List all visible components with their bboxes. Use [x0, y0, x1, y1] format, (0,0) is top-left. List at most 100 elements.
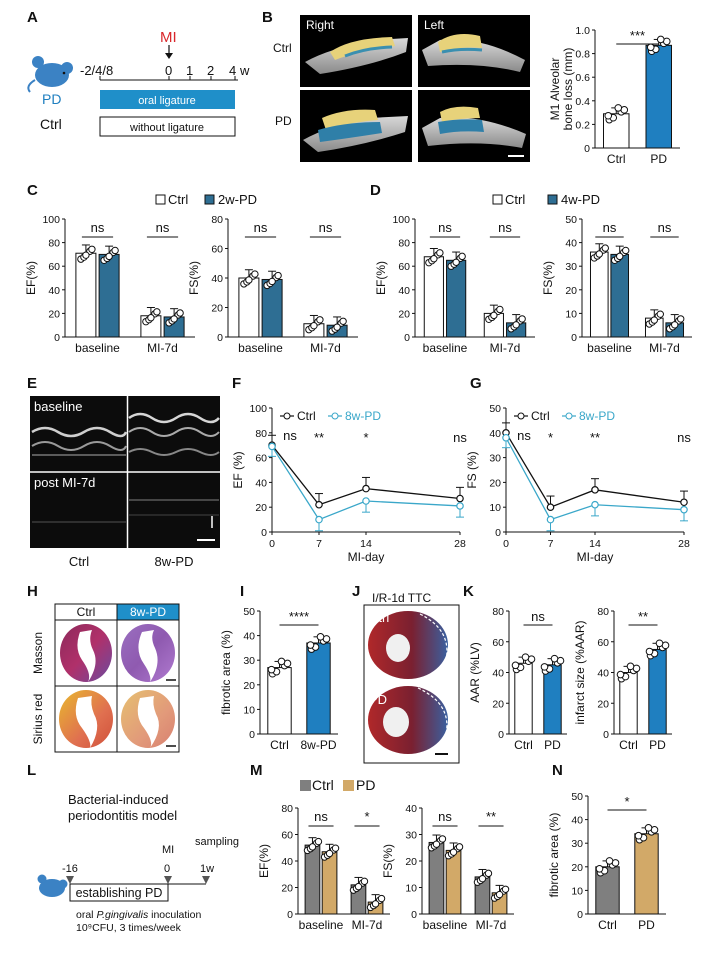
col-right-label: Right [306, 18, 335, 32]
M_EF-data-point [314, 837, 323, 846]
chart-M_EF: 0 20 40 60 80 EF(%) baseline ns MI-7d * [257, 803, 390, 932]
F_line-x-tick-label: 14 [360, 538, 372, 550]
D_FS-y-tick-label: 0 [571, 332, 577, 344]
timeline-tick-label: 1 [186, 63, 193, 78]
F_line-x-tick-label: 0 [269, 538, 275, 550]
K_AAR-y-tick-label: 0 [498, 729, 504, 741]
M_FS-data-point [501, 885, 510, 893]
C_EF-sig-label: ns [91, 220, 105, 235]
K_inf-data-point [616, 670, 625, 679]
D_EF-data-point [518, 315, 526, 323]
M_FS-data-point [484, 869, 493, 878]
G_line-sig-label: ns [517, 428, 531, 443]
legend-c: Ctrl 2w-PD [155, 192, 257, 207]
panel-label-b: B [262, 9, 273, 26]
M_EF-data-point [331, 844, 340, 852]
D_FS-data-point [595, 250, 603, 258]
B_bar-x-tick-label: PD [650, 152, 667, 166]
G_line-sig-label: ns [677, 430, 691, 445]
l-t0: 0 [164, 863, 170, 875]
C_FS-y-tick-label: 20 [211, 303, 223, 315]
echo-baseline-pd [128, 412, 220, 456]
h-row-sirius: Sirius red [31, 694, 45, 745]
D_EF-data-point [458, 252, 466, 261]
G_line-sig-label: ** [590, 430, 600, 445]
K_AAR-data-point [540, 663, 549, 671]
M_FS-y-tick-label: 30 [405, 830, 417, 842]
K_AAR-data-point [511, 661, 520, 670]
F_line-series-line [271, 444, 461, 506]
G_line-legend-pd: 8w-PD [579, 409, 615, 423]
mi-label: MI [160, 29, 177, 46]
chart-D_EF: 0 20 40 60 80 100 EF(%) baseline ns MI-7d ns [374, 214, 535, 355]
legend-ctrl-label: Ctrl [168, 192, 188, 207]
I_bar-data-point [306, 641, 315, 649]
B_bar-y-tick-label: 1.0 [575, 25, 590, 37]
row-ctrl-label: Ctrl [273, 41, 292, 55]
K_inf-x-tick-label: Ctrl [619, 738, 638, 752]
D_FS-data-point [601, 244, 609, 252]
legend-m: Ctrl PD [300, 777, 375, 793]
K_inf-y-tick-label: 0 [603, 729, 609, 741]
K_AAR-x-tick-label: PD [544, 738, 561, 752]
K_inf-y-tick-label: 40 [597, 668, 609, 680]
chart-K_inf: 0 20 40 60 80 infarct size (%AAR) Ctrl PD ** [573, 606, 672, 752]
panel-a: PD Ctrl MI -2/4/8 0 1 2 4 w oral ligatur… [27, 29, 250, 137]
G_line-x-tick-label: 14 [589, 538, 601, 550]
l-sampling-label: sampling [195, 836, 239, 848]
C_FS-y-label: FS(%) [187, 261, 201, 295]
M_EF-data-point [377, 894, 386, 903]
M_EF-bar [321, 851, 338, 915]
M_EF-data-point [360, 877, 369, 886]
timeline-tick-label: -2/4/8 [80, 63, 113, 78]
B_bar-sig-label: *** [630, 28, 645, 43]
I_bar-x-tick-label: 8w-PD [300, 738, 336, 752]
ttc-ctrl-section [368, 611, 448, 681]
F_line-legend-pd: 8w-PD [345, 409, 381, 423]
K_AAR-y-label: AAR (%LV) [468, 642, 482, 702]
M_FS-data-point [478, 874, 487, 883]
C_EF-data-point [153, 308, 161, 316]
C_EF-y-tick-label: 0 [54, 332, 60, 344]
j-row-pd: PD [369, 692, 387, 707]
G_line-sig-label: * [548, 430, 553, 445]
M_FS-data-point [438, 835, 447, 843]
row-pd-label: PD [275, 114, 292, 128]
echo-post-mi-label: post MI-7d [34, 475, 95, 490]
D_FS-data-point [650, 316, 658, 324]
echo-post-mi-pd [129, 499, 219, 516]
panel-label-f: F [232, 375, 241, 392]
I_bar-y-tick-label: 40 [243, 631, 255, 643]
chart-layer: 0 0.2 0.4 0.6 0.8 1.0 M1 Alveolar bone loss (mm… [24, 25, 692, 932]
timeline-tick-label: 4 [229, 63, 236, 78]
legend-d: Ctrl 4w-PD [492, 192, 600, 207]
F_line-legend-ctrl: Ctrl [297, 409, 316, 423]
N_bar-y-tick-label: 30 [571, 838, 583, 850]
panel-label-e: E [27, 375, 37, 392]
j-title: I/R-1d TTC [372, 591, 431, 605]
C_EF-data-point [82, 251, 90, 259]
G_line-y-tick-label: 30 [489, 453, 501, 465]
panel-l: Bacterial-induced periodontitis model MI… [37, 792, 239, 934]
legend-pd-swatch [343, 780, 354, 791]
col-left-label: Left [424, 18, 445, 32]
F_line-y-tick-label: 80 [255, 428, 267, 440]
panel-label-d: D [370, 182, 381, 199]
echo-x-ctrl: Ctrl [69, 554, 89, 569]
K_AAR-y-tick-label: 60 [492, 637, 504, 649]
M_FS-bar [428, 841, 445, 915]
h-col-pd-label: 8w-PD [130, 605, 166, 619]
K_AAR-x-tick-label: Ctrl [514, 738, 533, 752]
B_bar-x-tick-label: Ctrl [607, 152, 626, 166]
M_FS-x-tick-label: MI-7d [476, 918, 507, 932]
l-note-1: oral P.gingivalis inoculation [76, 909, 201, 921]
chart-C_EF: 0 20 40 60 80 100 EF(%) baseline ns MI-7d ns [24, 214, 195, 355]
triangle-marker-icon [164, 876, 172, 884]
C_EF-data-point [176, 309, 184, 317]
C_FS-data-point [316, 316, 324, 324]
B_bar-data-point [646, 43, 655, 52]
chart-C_FS: 0 20 40 60 80 FS(%) baseline ns MI-7d ns [187, 214, 358, 355]
N_bar-x-tick-label: Ctrl [598, 918, 617, 932]
panel-label-c: C [27, 182, 38, 199]
